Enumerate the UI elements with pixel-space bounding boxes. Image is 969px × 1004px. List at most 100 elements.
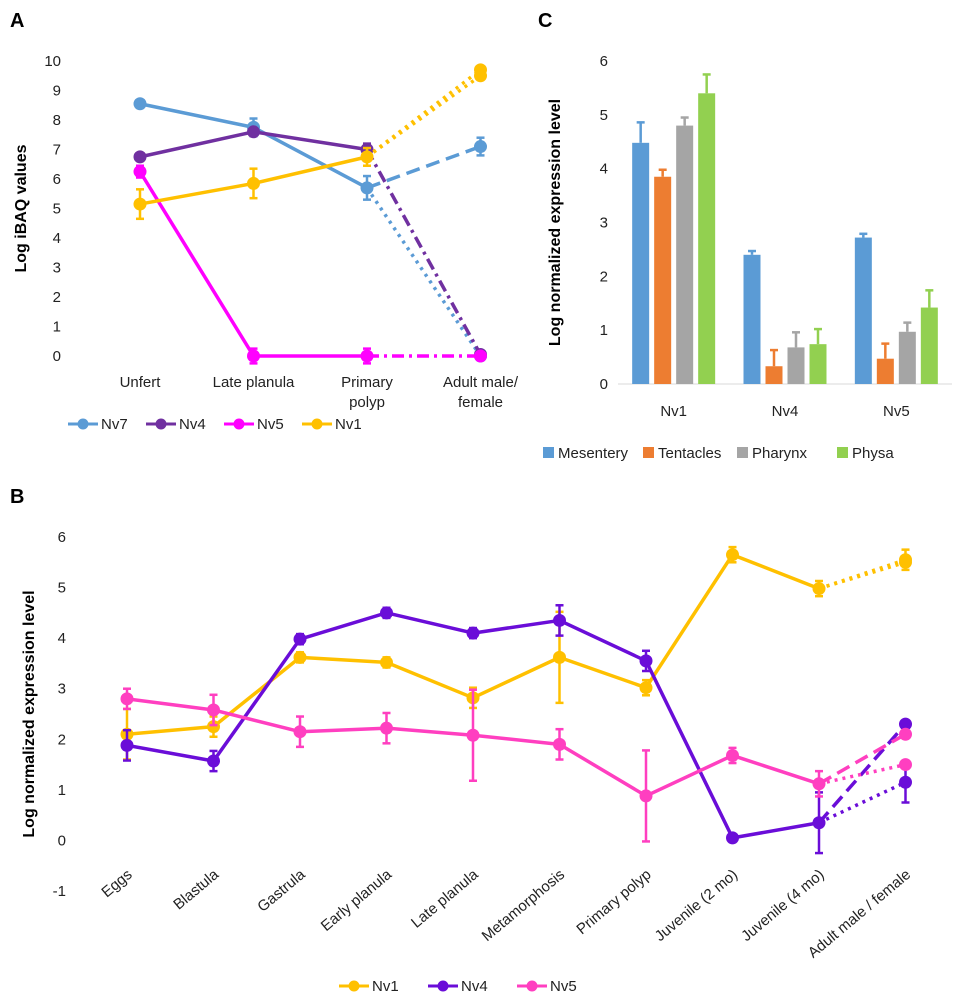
y-tick-label: 4 [53, 230, 61, 247]
chart-c-categories: Nv1 Nv4 Nv5 [660, 403, 909, 420]
panel-letter-b: B [10, 486, 24, 508]
y-tick-label: 0 [600, 376, 608, 393]
data-point [899, 717, 912, 731]
data-point [812, 777, 826, 791]
y-tick-label: 5 [58, 580, 66, 597]
legend-swatch [543, 447, 554, 458]
data-point [553, 650, 566, 664]
data-point [899, 775, 912, 789]
chart-a-y-axis-label: Log iBAQ values [13, 144, 30, 272]
series-projection-line [818, 558, 907, 591]
y-tick-label: 7 [53, 142, 61, 159]
legend-marker [437, 980, 449, 992]
series-nv5 [120, 687, 912, 843]
bar-tentacles [876, 342, 894, 384]
series-nv7 [133, 97, 487, 363]
x-category-label: Juvenile (2 mo) [652, 866, 741, 945]
legend-label: Nv5 [257, 416, 284, 433]
chart-a: 0 1 2 3 4 5 6 7 8 9 10 Log iBAQ values Unfert Late … [13, 53, 519, 433]
data-point [207, 703, 220, 717]
bar-mesentery [854, 232, 872, 384]
legend-marker [311, 418, 323, 430]
series-projection-line [817, 722, 907, 824]
panel-letter-c: C [538, 10, 552, 32]
data-point [133, 197, 147, 211]
legend-item-nv5: Nv5 [517, 978, 577, 995]
legend-label: Nv1 [335, 416, 362, 433]
y-tick-label: 0 [53, 348, 61, 365]
x-category-label: Juvenile (4 mo) [738, 866, 827, 945]
series-projection-line [365, 74, 482, 159]
data-point [380, 655, 393, 669]
y-tick-label: 0 [58, 832, 66, 849]
data-point [812, 582, 826, 596]
data-point [726, 831, 739, 845]
data-point [812, 816, 826, 830]
data-point [380, 721, 393, 735]
chart-c-y-axis-label: Log normalized expression level [547, 99, 564, 346]
bar-rect [898, 331, 916, 384]
y-tick-label: 2 [53, 289, 61, 306]
bar-physa [698, 73, 716, 385]
y-tick-label: 4 [58, 630, 66, 647]
legend-item-pharynx: Pharynx [737, 445, 808, 462]
chart-c-bars [632, 73, 938, 385]
y-tick-label: 3 [53, 260, 61, 277]
legend-item-nv1: Nv1 [339, 978, 399, 995]
legend-item-nv4: Nv4 [428, 978, 488, 995]
chart-a-series [133, 63, 487, 365]
data-point [247, 125, 260, 139]
legend-label: Nv4 [461, 978, 488, 995]
x-category-label: Metamorphosis [479, 866, 568, 945]
legend-label: Nv5 [550, 978, 577, 995]
bar-physa [920, 289, 938, 384]
bar-rect [920, 307, 938, 384]
bar-pharynx [676, 116, 694, 384]
x-category-label: polyp [349, 394, 385, 411]
bar-rect [654, 176, 672, 384]
data-point [474, 69, 487, 83]
bar-tentacles [765, 348, 783, 384]
x-category-label: Nv4 [772, 403, 799, 420]
data-point [899, 555, 912, 569]
series-projection-line [818, 560, 907, 591]
x-category-label: female [458, 394, 503, 411]
legend-item-physa: Physa [837, 445, 894, 462]
x-category-label: Unfert [120, 374, 162, 391]
legend-swatch [737, 447, 748, 458]
x-category-label: Eggs [98, 866, 135, 901]
chart-a-legend: Nv7 Nv4 Nv5 Nv1 [68, 416, 362, 433]
data-point [380, 606, 393, 620]
chart-b-series [120, 545, 912, 855]
legend-label: Pharynx [752, 445, 808, 462]
bar-rect [698, 93, 716, 385]
series-projection-line [365, 148, 483, 356]
legend-item-nv7: Nv7 [68, 416, 128, 433]
x-category-label: Nv5 [883, 403, 910, 420]
legend-item-nv5: Nv5 [224, 416, 284, 433]
bar-pharynx [787, 331, 805, 384]
legend-marker [233, 418, 245, 430]
data-point [360, 349, 374, 363]
data-point [639, 789, 653, 803]
series-projection-line [365, 68, 482, 159]
bar-rect [809, 344, 827, 384]
y-tick-label: 10 [44, 53, 61, 70]
data-point [466, 728, 480, 742]
y-tick-label: 6 [53, 171, 61, 188]
bar-pharynx [898, 321, 916, 384]
legend-item-tentacles: Tentacles [643, 445, 721, 462]
legend-label: Nv1 [372, 978, 399, 995]
chart-a-categories: Unfert Late planula Primary polyp Adult male… [120, 374, 519, 411]
series-nv4 [133, 125, 487, 362]
chart-b-categories: Eggs Blastula Gastrula Early planula Late pl… [98, 866, 914, 962]
y-tick-label: 1 [600, 322, 608, 339]
series-projection-line [818, 762, 906, 786]
data-point [293, 632, 307, 646]
data-point [899, 727, 912, 741]
x-category-label: Blastula [170, 866, 222, 914]
legend-label: Tentacles [658, 445, 721, 462]
bar-rect [632, 142, 650, 384]
data-point [899, 758, 912, 772]
